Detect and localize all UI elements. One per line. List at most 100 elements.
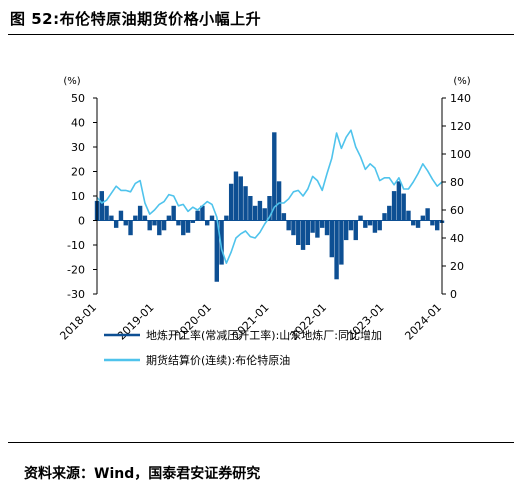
bar xyxy=(243,186,248,221)
bar xyxy=(363,220,368,228)
bar xyxy=(415,220,421,228)
legend-label-bar: 地炼开工率(常减压开工率):山东地炼厂:同比增加 xyxy=(146,328,382,342)
bar xyxy=(147,220,152,231)
figure-title: 图 52:布伦特原油期货价格小幅上升 xyxy=(10,10,262,28)
bar xyxy=(128,220,133,236)
bar xyxy=(291,220,296,236)
bar xyxy=(358,215,363,221)
bar xyxy=(324,220,330,236)
bar xyxy=(205,220,210,226)
bar xyxy=(300,220,306,250)
bar xyxy=(305,220,311,245)
bar xyxy=(195,210,200,221)
bar xyxy=(353,220,358,241)
bar xyxy=(142,215,148,221)
bar xyxy=(214,220,219,282)
bar-series xyxy=(94,132,445,282)
bar xyxy=(425,208,430,221)
bar xyxy=(339,220,344,265)
left-tick-label: 20 xyxy=(71,166,85,179)
bar xyxy=(185,220,191,233)
bar xyxy=(420,215,426,221)
left-tick-label: 10 xyxy=(71,190,85,203)
title-rule xyxy=(8,34,514,35)
bar xyxy=(252,205,258,221)
bar xyxy=(99,191,104,221)
bar xyxy=(238,176,243,221)
bar xyxy=(257,200,263,221)
x-tick-label: 2024-01 xyxy=(402,301,444,343)
bar xyxy=(181,220,186,236)
bar xyxy=(367,220,373,226)
bar xyxy=(133,215,138,221)
bar xyxy=(382,213,387,221)
bar xyxy=(176,220,181,226)
bar xyxy=(166,215,172,221)
left-axis: (%) 50 40 30 20 10 0 -10 -20 -30 xyxy=(63,76,85,301)
bar xyxy=(296,220,301,245)
line-series xyxy=(96,129,443,264)
bar xyxy=(334,220,339,280)
bar xyxy=(190,220,196,223)
bar xyxy=(224,215,229,221)
right-tick-label: 40 xyxy=(450,232,464,245)
bar xyxy=(200,205,205,221)
bar xyxy=(348,220,354,231)
right-tick-label: 100 xyxy=(450,148,471,161)
bar xyxy=(233,171,239,221)
right-tick-label: 140 xyxy=(450,92,471,105)
bar xyxy=(219,220,224,265)
bar xyxy=(329,220,334,258)
bar xyxy=(152,220,157,226)
brent-line xyxy=(96,129,443,264)
left-tick-label: 0 xyxy=(78,215,85,228)
bar xyxy=(228,183,234,221)
left-tick-label: -20 xyxy=(67,264,85,277)
bar xyxy=(281,213,287,221)
axes xyxy=(93,97,446,295)
bar xyxy=(387,205,392,221)
bar xyxy=(343,220,349,241)
bar xyxy=(262,208,267,221)
left-tick-label: -10 xyxy=(67,239,85,252)
bar xyxy=(320,220,325,228)
right-tick-label: 120 xyxy=(450,120,471,133)
bar xyxy=(315,220,320,238)
bar xyxy=(310,220,315,233)
bar xyxy=(137,205,143,221)
bar xyxy=(272,132,277,221)
right-tick-label: 0 xyxy=(450,288,457,301)
right-tick-label: 80 xyxy=(450,176,464,189)
right-axis-unit: (%) xyxy=(453,76,470,87)
left-tick-label: 50 xyxy=(71,92,85,105)
bar xyxy=(267,196,272,221)
bar xyxy=(118,210,124,221)
left-tick-label: 30 xyxy=(71,141,85,154)
right-axis: (%) 140 120 100 80 60 40 20 0 xyxy=(450,76,471,301)
bar xyxy=(401,193,406,221)
bar xyxy=(276,181,282,221)
right-tick-label: 20 xyxy=(450,260,464,273)
bar xyxy=(109,215,114,221)
bar xyxy=(171,205,176,221)
bar xyxy=(113,220,119,228)
bar xyxy=(286,220,291,231)
bar xyxy=(104,205,109,221)
bar xyxy=(411,220,416,226)
bar xyxy=(435,220,440,231)
source-rule xyxy=(8,442,514,443)
x-tick-label: 2018-01 xyxy=(57,301,99,343)
figure-source: 资料来源：Wind，国泰君安证券研究 xyxy=(24,466,261,482)
right-tick-label: 60 xyxy=(450,204,464,217)
left-axis-unit: (%) xyxy=(63,76,80,87)
bar xyxy=(391,191,397,221)
legend-label-line: 期货结算价(连续):布伦特原油 xyxy=(146,353,290,367)
bar xyxy=(157,220,162,236)
bar xyxy=(406,210,411,221)
bar xyxy=(396,181,402,221)
bar xyxy=(161,220,167,231)
left-tick-label: 40 xyxy=(71,117,85,130)
